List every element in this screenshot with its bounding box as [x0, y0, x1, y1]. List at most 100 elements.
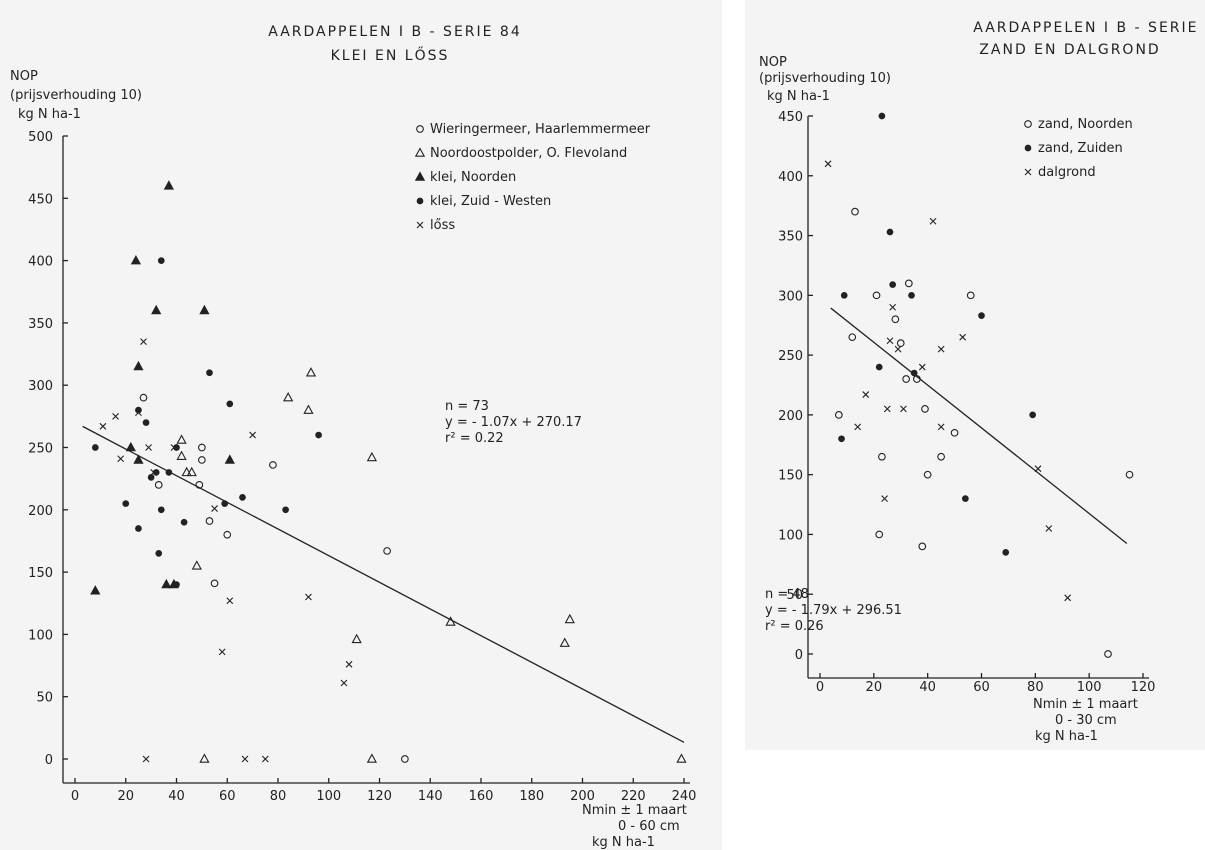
left-xlabel-line1: Nmin ± 1 maart	[582, 803, 687, 818]
left-x-tick-label: 20	[117, 789, 134, 804]
right-data-point	[959, 333, 967, 341]
left-data-point	[210, 579, 219, 588]
right-xlabel-line2: 0 - 30 cm	[1055, 713, 1117, 728]
right-legend-marker	[1024, 144, 1032, 152]
right-data-point	[883, 405, 891, 413]
right-legend-label: zand, Noorden	[1038, 117, 1133, 132]
right-axes: 0 50 100 150 200 250 300 350 400 450 0 20 40 60 80 100 1…	[778, 110, 1155, 695]
right-data-point	[910, 369, 918, 377]
left-series-klei-zuid-westen	[91, 257, 322, 588]
left-data-point	[241, 755, 249, 763]
right-data-point	[886, 337, 894, 345]
left-data-point	[142, 419, 150, 426]
left-data-point	[198, 456, 206, 464]
right-data-point	[937, 345, 945, 353]
left-y-tick-label: 350	[28, 317, 53, 332]
left-data-point	[226, 400, 234, 408]
left-data-point	[142, 755, 150, 763]
left-data-point	[186, 466, 197, 477]
left-data-point	[176, 450, 187, 460]
right-x-tick-label: 0	[816, 680, 824, 695]
left-data-point	[223, 530, 232, 539]
left-legend-label: Wieringermeer, Haarlemmermeer	[430, 122, 651, 137]
right-data-point	[834, 411, 843, 419]
right-data-point	[918, 363, 926, 371]
right-data-point	[848, 333, 857, 342]
left-chart-subtitle: KLEI EN LŐSS	[331, 46, 450, 64]
left-legend-label: Noordoostpolder, O. Flevoland	[430, 146, 627, 161]
left-data-point	[340, 679, 348, 687]
left-x-tick-label: 100	[316, 789, 341, 804]
left-legend-label: klei, Zuid - Westen	[430, 194, 551, 209]
left-data-point	[564, 613, 575, 624]
left-data-point	[249, 431, 257, 439]
left-data-point	[157, 257, 165, 264]
right-data-point	[950, 428, 959, 437]
left-data-point	[191, 560, 202, 570]
left-x-tick-label: 160	[469, 789, 494, 804]
right-legend-label: zand, Zuiden	[1038, 141, 1123, 156]
left-x-tick-label: 60	[219, 789, 236, 804]
left-data-point	[676, 753, 687, 763]
left-x-tick-label: 220	[621, 789, 646, 804]
left-legend-label: lőss	[430, 218, 455, 233]
left-data-point	[90, 585, 101, 595]
right-data-point	[1104, 650, 1112, 658]
left-data-point	[211, 505, 218, 512]
right-chart-title: AARDAPPELEN I B - SERIE 84	[973, 20, 1205, 36]
right-data-point	[962, 495, 969, 502]
right-y-tick-label: 450	[778, 110, 803, 125]
right-data-point	[875, 363, 883, 371]
right-y-tick-label: 100	[778, 528, 803, 543]
left-x-tick-label: 240	[672, 789, 697, 804]
left-y-tick-label: 50	[36, 691, 53, 706]
left-x-tick-label: 40	[168, 789, 185, 804]
left-legend-marker	[416, 221, 424, 229]
left-y-tick-label: 0	[45, 753, 53, 768]
left-data-point	[91, 444, 99, 451]
left-y-tick-label: 100	[28, 628, 53, 643]
right-stat-n: n = 48	[765, 587, 809, 602]
right-legend: zand, Noorden zand, Zuiden dalgrond	[1024, 117, 1133, 180]
left-data-point	[165, 469, 173, 476]
left-data-point	[176, 434, 187, 444]
right-y-tick-label: 250	[778, 349, 803, 364]
right-ylabel-line3: kg N ha-1	[767, 89, 830, 104]
left-data-point	[345, 660, 353, 668]
left-ylabel-line1: NOP	[10, 69, 38, 84]
left-data-point	[154, 481, 163, 489]
left-legend-marker	[416, 125, 424, 133]
right-data-point	[838, 435, 845, 443]
left-chart-title: AARDAPPELEN I B - SERIE 84	[268, 24, 522, 40]
right-data-point	[1064, 594, 1072, 602]
left-data-point	[221, 500, 229, 507]
left-regression-line	[82, 425, 685, 743]
left-series-l-ss	[99, 338, 353, 763]
left-data-point	[226, 597, 234, 605]
left-data-point	[155, 550, 163, 557]
right-data-point	[937, 423, 945, 431]
left-data-point	[198, 443, 206, 452]
right-y-tick-label: 300	[778, 289, 803, 304]
left-data-point	[351, 633, 362, 644]
left-data-point	[239, 493, 246, 501]
right-data-point	[889, 281, 897, 288]
left-data-point	[383, 547, 391, 555]
right-x-tick-label: 120	[1131, 680, 1156, 695]
left-data-point	[151, 304, 162, 315]
right-x-tick-label: 60	[973, 680, 990, 695]
right-data-point	[878, 112, 886, 120]
left-legend: Wieringermeer, Haarlemmermeer Noordoostpo…	[414, 122, 651, 233]
left-data-point	[135, 525, 142, 532]
right-data-point	[1125, 470, 1134, 479]
right-scatter-chart: AARDAPPELEN I B - SERIE 84 ZAND EN DALGR…	[759, 20, 1205, 744]
left-data-point	[283, 392, 294, 402]
right-y-tick-label: 350	[778, 230, 803, 245]
left-data-point	[199, 304, 210, 315]
right-data-point	[929, 217, 937, 225]
left-axes: 0 50 100 150 200 250 300 350 400 450 500 0 20 40 60 80 1…	[28, 130, 696, 804]
left-data-point	[112, 412, 119, 420]
right-data-point	[894, 345, 902, 353]
left-data-point	[366, 451, 378, 462]
left-data-point	[195, 481, 204, 489]
